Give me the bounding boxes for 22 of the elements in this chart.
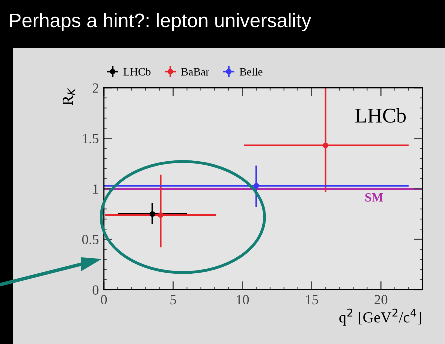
x-tick-label: 0 xyxy=(101,295,108,305)
y-tick-label: 0.5 xyxy=(82,235,99,245)
legend-label: BaBar xyxy=(182,68,210,76)
y-tick-label: 0 xyxy=(92,286,99,295)
x-tick-label: 15 xyxy=(306,295,318,305)
point xyxy=(323,142,329,148)
ref-line-label: SM xyxy=(366,193,384,202)
legend-label: LHCb xyxy=(124,68,151,76)
point xyxy=(254,183,260,189)
chart-title: Perhaps a hint?: lepton universality xyxy=(10,13,312,32)
point xyxy=(158,212,164,218)
x-tick-label: 20 xyxy=(374,295,388,305)
x-tick-label: 5 xyxy=(170,295,176,305)
annotation: LHCb xyxy=(355,108,406,123)
y-tick-label: 1 xyxy=(94,184,98,194)
x-tick-label: 10 xyxy=(236,295,250,305)
y-tick-label: 1.5 xyxy=(83,134,99,144)
y-tick-label: 2 xyxy=(92,84,99,93)
legend-label: Belle xyxy=(240,68,263,76)
x-axis-title: q$^{2}$ [GeV$^{2}$/c$^{4}$] xyxy=(340,308,422,326)
y-axis-title: R$_{K}$ xyxy=(63,88,76,106)
point xyxy=(150,211,156,218)
